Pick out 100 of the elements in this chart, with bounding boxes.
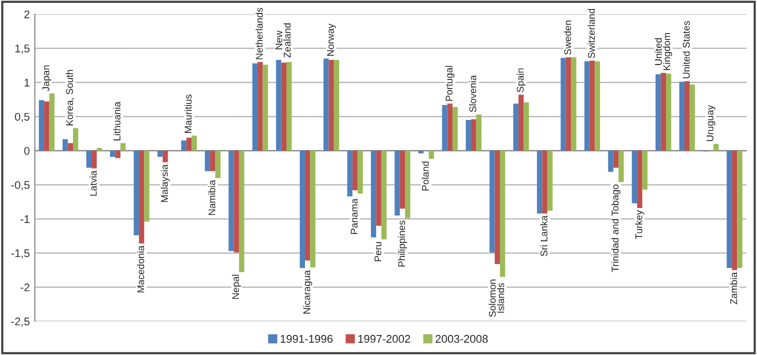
x-tick-label: Trinidad and Tobago	[611, 184, 620, 272]
x-tick-label: Zambia	[730, 272, 738, 304]
bar	[524, 102, 529, 151]
x-tick-label: Slovenia	[469, 75, 476, 112]
bar	[442, 104, 448, 151]
bar	[381, 150, 387, 240]
y-tick-label: 1,5	[15, 44, 30, 54]
bar	[162, 150, 168, 162]
bar	[49, 93, 55, 151]
bar	[210, 150, 216, 172]
bar	[618, 150, 624, 182]
x-tick-label: Sweden	[564, 20, 572, 55]
x-tick-label: Latvia	[90, 170, 97, 196]
bar	[536, 150, 542, 214]
bar	[68, 143, 74, 151]
bar	[181, 140, 186, 151]
bar	[542, 150, 548, 214]
bar	[115, 150, 120, 158]
x-tick-label: Netherlands	[256, 8, 263, 60]
legend-label: 1997-2002	[358, 334, 410, 343]
bar	[310, 150, 316, 268]
bar	[323, 58, 329, 151]
bar	[566, 57, 572, 151]
x-tick-label: Malaysia	[160, 164, 170, 202]
x-tick-label: United States	[682, 21, 690, 78]
bar	[186, 138, 192, 151]
bar	[632, 150, 638, 204]
bar	[134, 150, 139, 236]
bar	[547, 150, 553, 211]
bar	[239, 150, 244, 272]
x-tick-label: Nicaragua	[303, 270, 312, 314]
bar	[276, 60, 282, 151]
x-tick-label: Nepal	[232, 274, 241, 299]
legend-label: 2003-2008	[436, 334, 488, 343]
bar	[608, 150, 614, 172]
bar	[466, 120, 472, 151]
bar	[490, 150, 495, 252]
bar	[204, 150, 210, 172]
bar	[571, 57, 576, 151]
bar	[471, 119, 476, 151]
y-tick-label: 1	[24, 78, 30, 86]
bar	[642, 150, 648, 190]
x-tick-label: Norway	[327, 24, 336, 56]
bar	[352, 150, 358, 190]
y-tick-label: -2,5	[11, 318, 30, 327]
bar	[613, 150, 619, 168]
legend-label: 1991-1996	[280, 334, 333, 343]
bar	[594, 61, 600, 151]
bar	[252, 63, 258, 151]
bar	[660, 72, 666, 151]
bar	[120, 143, 126, 151]
bar	[400, 150, 406, 209]
bar	[138, 150, 144, 244]
bar	[737, 150, 742, 268]
x-tick-label: Turkey	[635, 210, 644, 240]
bar	[405, 150, 410, 218]
y-tick-label: -0,5	[11, 181, 30, 190]
bar	[281, 62, 286, 151]
bar	[428, 150, 434, 159]
bar	[86, 150, 92, 168]
bar	[347, 150, 352, 196]
bar	[157, 150, 163, 157]
x-tick-label: Panama	[350, 198, 358, 234]
bar	[370, 150, 376, 238]
bar	[494, 150, 500, 264]
x-tick-label: Korea, South	[66, 70, 74, 126]
x-tick-label: Solomon Islands	[488, 280, 504, 317]
bar	[513, 104, 518, 151]
bar	[732, 150, 738, 270]
bar	[73, 128, 78, 151]
bar	[262, 64, 268, 151]
bar	[584, 61, 590, 151]
y-tick-label: 2	[24, 10, 30, 18]
bar	[637, 150, 642, 208]
x-tick-label: Peru	[374, 242, 382, 262]
bar	[713, 144, 719, 151]
y-tick-label: 0,5	[14, 112, 30, 122]
bar	[500, 150, 506, 277]
bar	[192, 136, 197, 151]
x-tick-label: Switzerland	[588, 8, 595, 58]
bar	[476, 114, 482, 151]
x-tick-label: Poland	[422, 162, 429, 190]
bar	[234, 150, 240, 252]
x-tick-label: Lithuania	[113, 102, 120, 140]
bar	[690, 84, 695, 151]
bar	[328, 60, 334, 151]
x-tick-label: United Kingdom	[654, 33, 672, 70]
bar	[44, 102, 50, 151]
bar	[358, 150, 363, 194]
bar	[590, 60, 595, 151]
bar	[726, 150, 732, 268]
y-tick-label: -1,5	[11, 249, 30, 258]
x-tick-label: Japan	[42, 65, 52, 92]
bar	[304, 150, 310, 261]
bar	[560, 58, 566, 151]
x-tick-label: Spain	[516, 68, 526, 92]
x-tick-label: Macedonia	[137, 246, 144, 292]
bar	[518, 94, 524, 151]
bar	[286, 62, 292, 151]
x-tick-label: Mauritius	[184, 94, 192, 133]
